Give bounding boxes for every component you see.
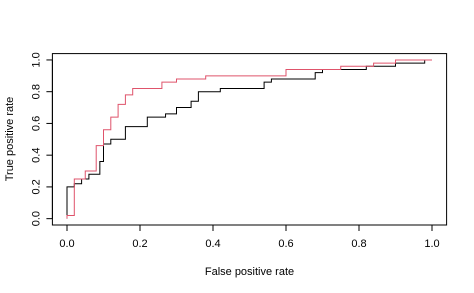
x-tick-label: 1.0 bbox=[424, 238, 439, 250]
roc-line bbox=[66, 59, 432, 219]
y-tick-label: 0.4 bbox=[30, 148, 42, 163]
x-axis-title: False positive rate bbox=[205, 266, 294, 278]
x-tick-label: 0.4 bbox=[205, 238, 220, 250]
y-tick-label: 0.2 bbox=[30, 179, 42, 194]
y-axis-title: True positive rate bbox=[4, 97, 16, 182]
x-tick-label: 0.8 bbox=[351, 238, 366, 250]
x-tick-label: 0.2 bbox=[132, 238, 147, 250]
x-tick-label: 0.6 bbox=[278, 238, 293, 250]
x-tick-label: 0.0 bbox=[59, 238, 74, 250]
roc-line bbox=[66, 59, 432, 219]
y-tick-label: 1.0 bbox=[30, 52, 42, 67]
y-tick-label: 0.0 bbox=[30, 211, 42, 226]
y-tick-label: 0.8 bbox=[30, 84, 42, 99]
y-tick-label: 0.6 bbox=[30, 116, 42, 131]
